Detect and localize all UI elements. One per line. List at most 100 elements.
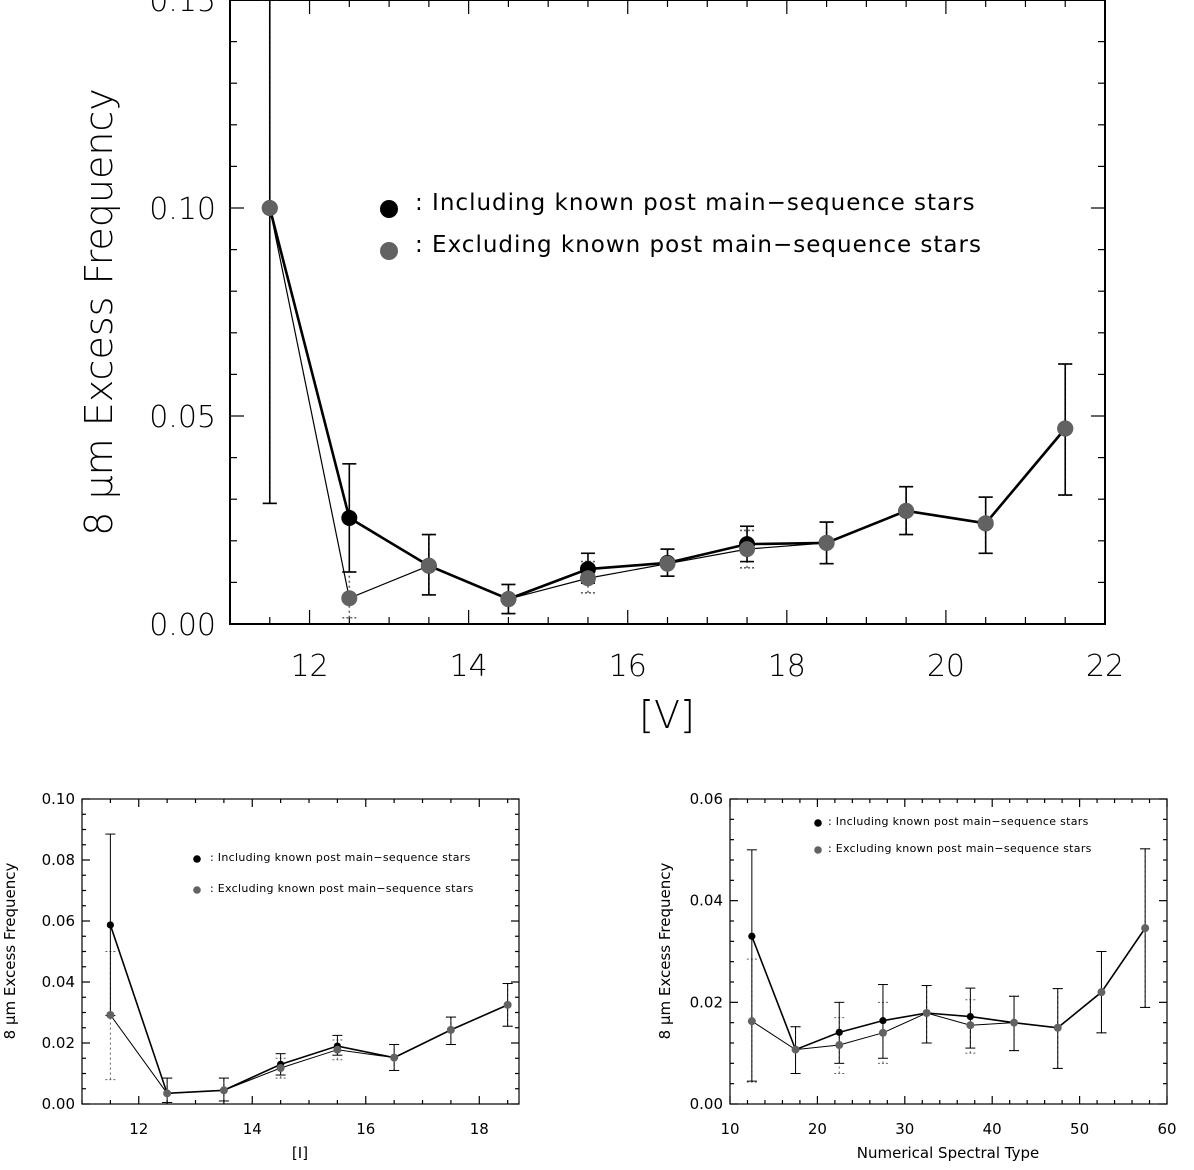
- data-point-excluding: [333, 1045, 342, 1054]
- x-tick-label: 20: [808, 1120, 827, 1138]
- data-point-excluding: [922, 1009, 931, 1018]
- series-lines-bottom-left: [109, 924, 508, 1095]
- legend-marker-excluding-bottom-left: [193, 886, 201, 894]
- plot-frame-bottom-right: [729, 798, 1168, 1105]
- series-line-including: [109, 924, 508, 1095]
- legend-label-including-bottom-right: : Including known post main−sequence sta…: [828, 815, 1089, 828]
- y-tick-label: 0.15: [149, 0, 216, 19]
- legend-marker-including-top: [380, 200, 398, 218]
- data-point-excluding: [791, 1045, 800, 1054]
- data-point-excluding: [878, 1028, 887, 1037]
- data-point-excluding: [503, 1000, 512, 1009]
- y-tick-label: 0.08: [42, 851, 75, 869]
- series-line-excluding: [751, 927, 1146, 1051]
- x-tick-label: 14: [450, 649, 488, 684]
- data-points-top: [261, 200, 1074, 608]
- data-point-excluding: [818, 534, 835, 551]
- y-axis-title-top: 8 μm Excess Frequency: [77, 88, 121, 536]
- data-point-including: [748, 932, 756, 940]
- y-tick-labels-bottom-right: 0.00 0.02 0.04 0.06: [690, 790, 723, 1113]
- data-point-excluding: [835, 1041, 844, 1050]
- x-tick-label: 20: [927, 649, 965, 684]
- x-tick-label: 14: [243, 1120, 262, 1138]
- data-point-excluding: [1053, 1023, 1062, 1032]
- y-tick-labels-top: 0.00 0.05 0.10 0.15: [149, 0, 216, 643]
- series-line-including: [268, 207, 1067, 601]
- legend-marker-including-bottom-right: [814, 819, 822, 827]
- legend-label-including-top: : Including known post main−sequence sta…: [415, 190, 976, 216]
- legend-bottom-right: : Including known post main−sequence sta…: [814, 815, 1091, 855]
- y-tick-label: 0.02: [690, 993, 723, 1011]
- data-point-excluding: [977, 515, 994, 532]
- x-tick-label: 18: [470, 1120, 489, 1138]
- data-point-including: [879, 1017, 887, 1025]
- x-tick-label: 40: [983, 1120, 1002, 1138]
- x-tick-label: 22: [1086, 649, 1124, 684]
- y-tick-label: 0.00: [149, 608, 216, 643]
- y-tick-label: 0.06: [42, 912, 75, 930]
- error-bars-bottom-left: [105, 833, 513, 1103]
- x-tick-label: 18: [768, 649, 806, 684]
- legend-label-excluding-bottom-left: : Excluding known post main−sequence sta…: [210, 882, 474, 895]
- y-tick-label: 0.02: [42, 1034, 75, 1052]
- chart-panel-bottom-left: 12 14 16 18 0.00 0.02 0.04 0.06 0.08 0.10 [I] 8 …: [1, 790, 520, 1162]
- data-point-excluding: [747, 1017, 756, 1026]
- legend-top: : Including known post main−sequence sta…: [380, 190, 982, 260]
- y-tick-label: 0.10: [149, 192, 216, 227]
- y-tick-label: 0.00: [42, 1095, 75, 1113]
- y-tick-label: 0.10: [42, 790, 75, 808]
- y-tick-labels-bottom-left: 0.00 0.02 0.04 0.06 0.08 0.10: [42, 790, 75, 1113]
- data-point-including: [966, 1012, 974, 1021]
- x-axis-title-bottom-right: Numerical Spectral Type: [857, 1144, 1039, 1162]
- legend-bottom-left: : Including known post main−sequence sta…: [193, 851, 473, 895]
- data-point-excluding: [966, 1021, 975, 1030]
- data-point-excluding: [1141, 924, 1150, 933]
- data-point-excluding: [579, 570, 596, 587]
- error-bars-top: [262, 0, 1073, 619]
- data-point-excluding: [1057, 420, 1074, 437]
- x-axis-title-bottom-left: [I]: [292, 1144, 308, 1162]
- data-point-excluding: [219, 1086, 228, 1095]
- data-point-excluding: [1097, 988, 1106, 997]
- data-point-excluding: [659, 555, 676, 572]
- data-point-excluding: [163, 1089, 172, 1098]
- chart-panel-top: 12 14 16 18 20 22 0.00 0.05 0.10 0.15 [V] 8 μm E…: [77, 0, 1124, 737]
- data-point-excluding: [420, 557, 437, 574]
- data-point-including: [341, 509, 358, 526]
- y-axis-title-bottom-left: 8 μm Excess Frequency: [1, 863, 19, 1040]
- x-tick-label: 10: [720, 1120, 739, 1138]
- legend-marker-excluding-bottom-right: [814, 846, 822, 854]
- data-point-excluding: [500, 591, 517, 608]
- series-line-including: [751, 927, 1146, 1051]
- series-line-excluding: [109, 1004, 508, 1094]
- error-bars-bottom-right: [746, 848, 1151, 1083]
- legend-marker-including-bottom-left: [193, 855, 201, 863]
- y-tick-label: 0.06: [690, 790, 723, 808]
- plot-frame-top: [229, 0, 1106, 625]
- x-tick-label: 12: [290, 649, 328, 684]
- x-tick-label: 60: [1157, 1120, 1176, 1138]
- legend-label-including-bottom-left: : Including known post main−sequence sta…: [210, 851, 471, 864]
- legend-label-excluding-bottom-right: : Excluding known post main−sequence sta…: [828, 842, 1092, 855]
- x-tick-label: 50: [1070, 1120, 1089, 1138]
- x-tick-label: 16: [609, 649, 647, 684]
- x-tick-labels-bottom-left: 12 14 16 18: [129, 1120, 489, 1138]
- y-tick-label: 0.05: [149, 400, 216, 435]
- data-point-including: [106, 921, 114, 929]
- y-tick-label: 0.00: [690, 1095, 723, 1113]
- x-tick-label: 12: [129, 1120, 148, 1138]
- data-point-excluding: [1010, 1018, 1019, 1027]
- x-tick-label: 16: [356, 1120, 375, 1138]
- tick-marks-bottom-left: [81, 798, 519, 1105]
- series-lines-bottom-right: [751, 927, 1146, 1051]
- data-points-bottom-left: [106, 921, 512, 1098]
- x-tick-labels-top: 12 14 16 18 20 22: [290, 649, 1124, 684]
- y-axis-title-bottom-right: 8 μm Excess Frequency: [656, 863, 674, 1040]
- data-point-excluding: [446, 1025, 455, 1034]
- legend-label-excluding-top: : Excluding known post main−sequence sta…: [415, 232, 982, 258]
- y-tick-label: 0.04: [42, 973, 75, 991]
- data-point-excluding: [261, 200, 278, 216]
- tick-marks-bottom-right: [729, 798, 1168, 1105]
- tick-marks-top: [229, 0, 1106, 625]
